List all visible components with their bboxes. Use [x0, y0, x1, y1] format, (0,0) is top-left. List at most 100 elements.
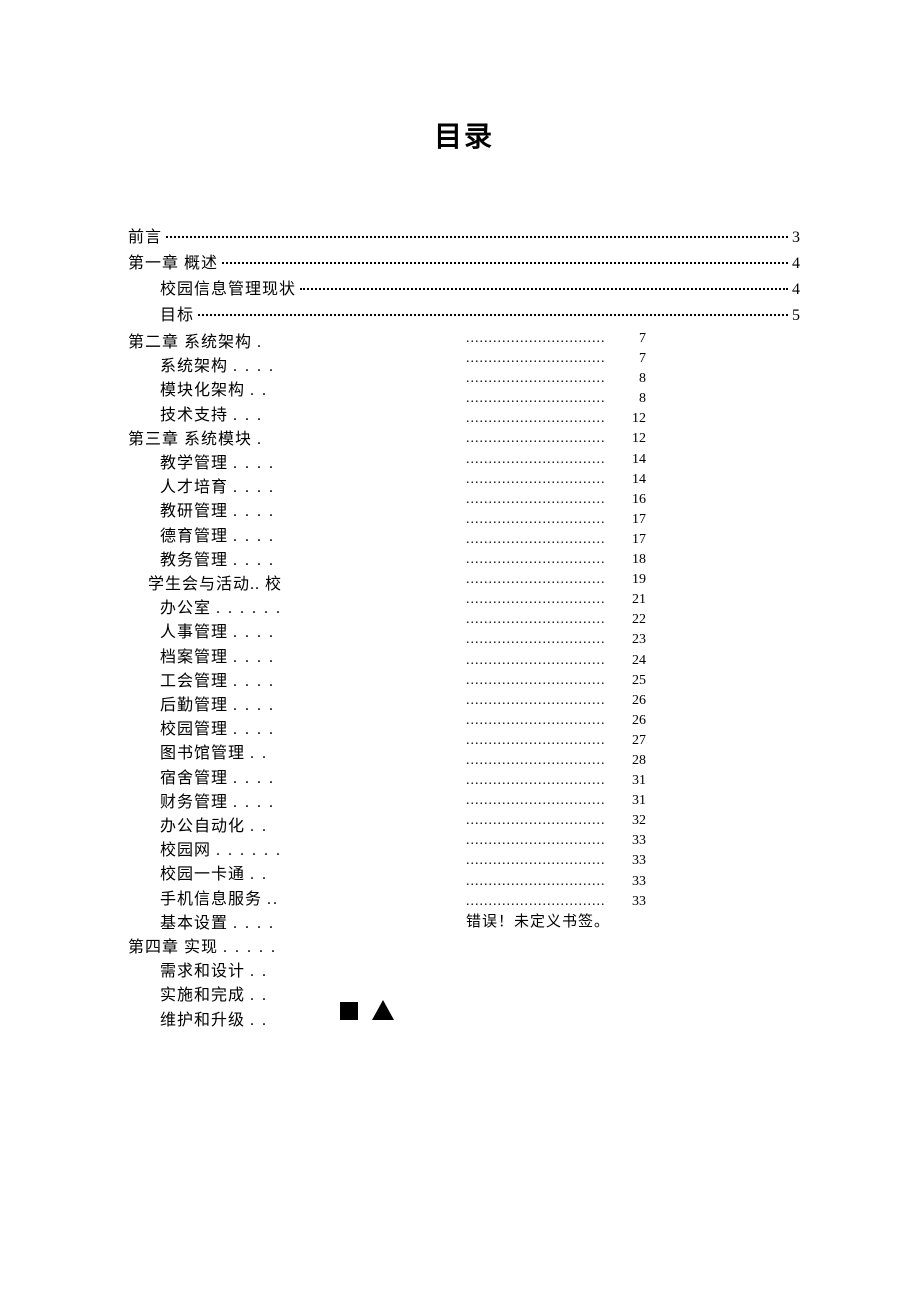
- toc-row: 第四章 实现 . . . . .: [128, 936, 800, 960]
- toc-leader: ...............................: [466, 429, 632, 449]
- toc-trailing-dots: . .: [250, 818, 268, 835]
- toc-page-row: ...............................16: [466, 490, 646, 510]
- toc-label: 后勤管理: [160, 697, 233, 714]
- toc-page-number: 26: [632, 691, 646, 711]
- toc-two-column: 第二章 系统架构 .系统架构 . . . .模块化架构 . .技术支持 . . …: [128, 331, 800, 1033]
- toc-page-number: 17: [632, 530, 646, 550]
- toc-page-row: ...............................18: [466, 550, 646, 570]
- toc-page-number: 27: [632, 731, 646, 751]
- toc-page-row: ...............................27: [466, 731, 646, 751]
- toc-label: 第三章 系统模块: [128, 431, 257, 448]
- toc-trailing-dots: . . . . .: [223, 939, 277, 956]
- toc-label: 人才培育: [160, 479, 233, 496]
- toc-page-row: ...............................33: [466, 851, 646, 871]
- toc-page-number: 28: [632, 751, 646, 771]
- toc-leader: ...............................: [466, 329, 639, 349]
- toc-trailing-dots: . .: [250, 382, 268, 399]
- toc-leader: ...............................: [466, 590, 632, 610]
- toc-row: 工会管理 . . . .: [128, 670, 800, 694]
- toc-row: 校园一卡通 . .: [128, 863, 800, 887]
- toc-row: 技术支持 . . .: [128, 404, 800, 428]
- toc-leader: ...............................: [466, 711, 632, 731]
- toc-trailing-dots: . . . .: [233, 624, 275, 641]
- toc-trailing-dots: . .: [250, 1012, 268, 1029]
- toc-row: 宿舍管理 . . . .: [128, 767, 800, 791]
- toc-page-row: ...............................19: [466, 570, 646, 590]
- toc-page-row: ...............................26: [466, 711, 646, 731]
- toc-left-column: 第二章 系统架构 .系统架构 . . . .模块化架构 . .技术支持 . . …: [128, 331, 800, 1033]
- toc-page-number: 17: [632, 510, 646, 530]
- toc-label: 教学管理: [160, 455, 233, 472]
- toc-page-row: ...............................24: [466, 651, 646, 671]
- toc-page-row: ...............................21: [466, 590, 646, 610]
- toc-trailing-dots: . .: [250, 963, 268, 980]
- toc-row: 办公自动化 . .: [128, 815, 800, 839]
- toc-page-number: 3: [792, 225, 800, 251]
- toc-trailing-dots: . . . .: [233, 770, 275, 787]
- triangle-icon: [372, 1000, 394, 1020]
- toc-trailing-dots: . . . .: [233, 528, 275, 545]
- toc-label: 工会管理: [160, 673, 233, 690]
- toc-label: 校园网: [160, 842, 216, 859]
- toc-trailing-dots: . . . .: [233, 721, 275, 738]
- toc-label: 第一章 概述: [128, 251, 218, 277]
- toc-trailing-dots: . . . .: [233, 794, 275, 811]
- toc-page-row: ...............................8: [466, 369, 646, 389]
- toc-leader: ...............................: [466, 751, 632, 771]
- toc-page-number: 31: [632, 791, 646, 811]
- toc-row: 第一章 概述 4: [128, 251, 800, 277]
- toc-row: 基本设置 . . . .: [128, 912, 800, 936]
- toc-page-number: 7: [639, 329, 646, 349]
- toc-trailing-dots: .: [257, 431, 263, 448]
- toc-page-number: 16: [632, 490, 646, 510]
- toc-page-row: ...............................33: [466, 892, 646, 912]
- toc-row: 德育管理 . . . .: [128, 525, 800, 549]
- toc-trailing-dots: . . . . . .: [216, 842, 282, 859]
- toc-row: 财务管理 . . . .: [128, 791, 800, 815]
- toc-label: 宿舍管理: [160, 770, 233, 787]
- toc-row: 教务管理 . . . .: [128, 549, 800, 573]
- toc-leader: ...............................: [466, 872, 632, 892]
- toc-leader: [198, 313, 788, 316]
- toc-leader: ...............................: [466, 791, 632, 811]
- toc-leader: ...............................: [466, 510, 632, 530]
- toc-right-column: ...............................7........…: [466, 329, 646, 932]
- toc-page-row: ...............................7: [466, 329, 646, 349]
- toc-page-row: ...............................22: [466, 610, 646, 630]
- toc-label: 技术支持: [160, 407, 233, 424]
- toc-leader: ...............................: [466, 731, 632, 751]
- toc-row: 学生会与活动.. 校: [128, 573, 800, 597]
- toc-trailing-dots: . . . . . .: [216, 600, 282, 617]
- toc-row: 校园信息管理现状 4: [128, 277, 800, 303]
- toc-row: 办公室 . . . . . .: [128, 597, 800, 621]
- toc-label: 校园信息管理现状: [160, 277, 296, 303]
- toc-trailing-dots: . . . .: [233, 673, 275, 690]
- toc-trailing-dots: . . .: [233, 407, 263, 424]
- toc-leader: ...............................: [466, 409, 632, 429]
- toc-page-number: 4: [792, 277, 800, 303]
- toc-page-number: 18: [632, 550, 646, 570]
- toc-leader: ...............................: [466, 811, 632, 831]
- toc-page-row: ...............................14: [466, 450, 646, 470]
- toc-label: 人事管理: [160, 624, 233, 641]
- toc-leader: ...............................: [466, 389, 639, 409]
- toc-page-row: ...............................32: [466, 811, 646, 831]
- toc-leader: ...............................: [466, 530, 632, 550]
- toc-page-row: ...............................26: [466, 691, 646, 711]
- toc-page-number: 25: [632, 671, 646, 691]
- toc-page-number: 23: [632, 630, 646, 650]
- toc-label: 图书馆管理: [160, 745, 250, 762]
- toc-page-number: 12: [632, 409, 646, 429]
- toc-page-number: 7: [639, 349, 646, 369]
- toc-label: 教务管理: [160, 552, 233, 569]
- toc-trailing-dots: . . . .: [233, 479, 275, 496]
- toc-page-row: ...............................8: [466, 389, 646, 409]
- toc-trailing-dots: . .: [250, 866, 268, 883]
- toc-trailing-dots: . . . .: [233, 552, 275, 569]
- toc-page-row: ...............................33: [466, 831, 646, 851]
- toc-page-row: ...............................25: [466, 671, 646, 691]
- toc-row: 维护和升级 . .: [128, 1009, 800, 1033]
- toc-label: 校园管理: [160, 721, 233, 738]
- toc-page-number: 26: [632, 711, 646, 731]
- toc-page-row: ...............................12: [466, 409, 646, 429]
